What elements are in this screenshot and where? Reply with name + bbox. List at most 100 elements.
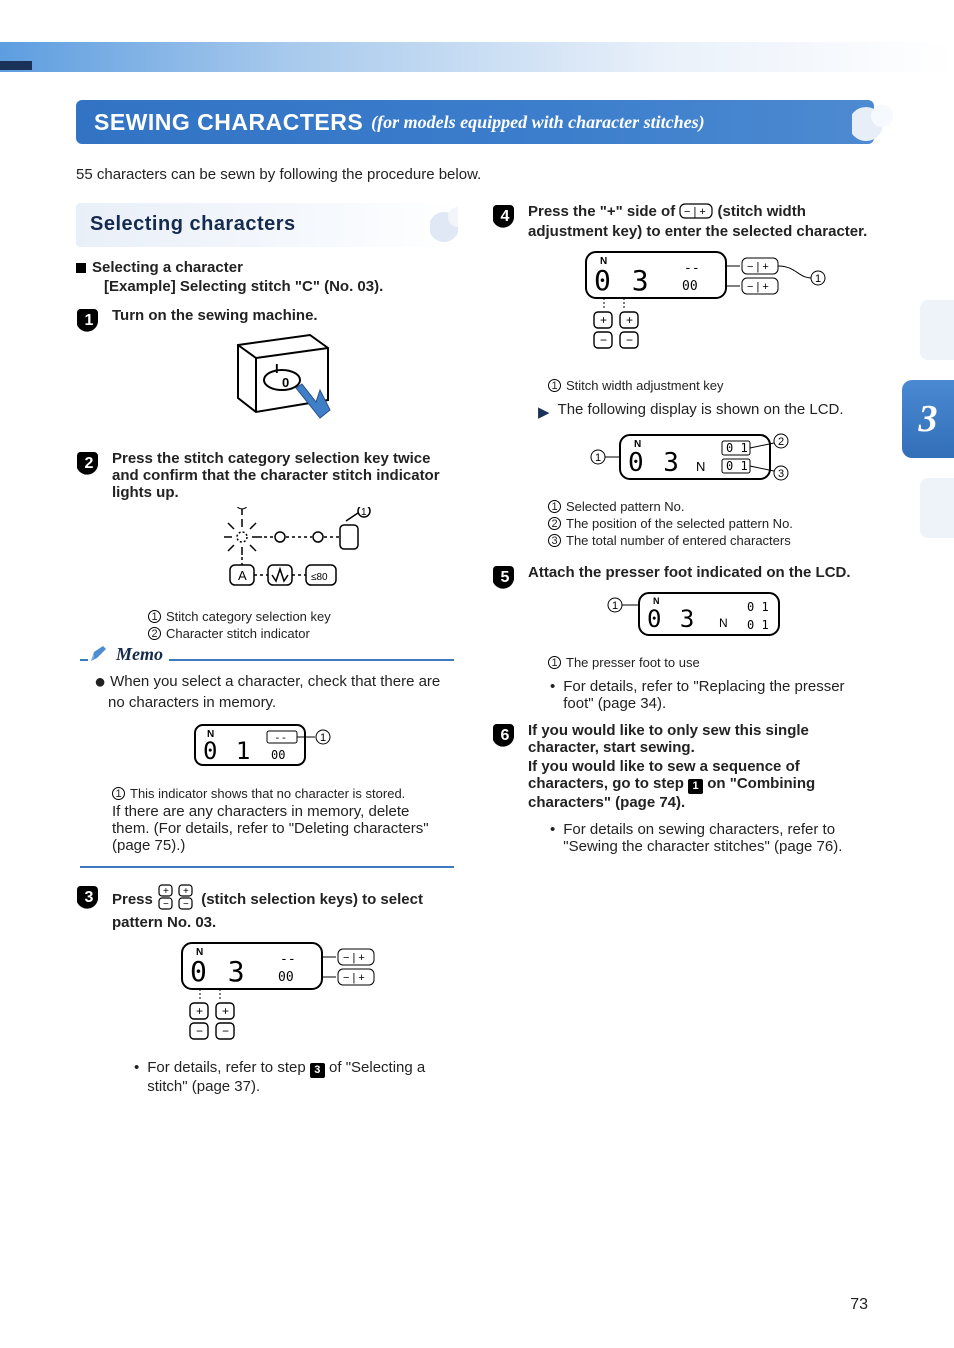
svg-text:1: 1 xyxy=(815,273,821,285)
triangle-icon: ▶ xyxy=(538,403,550,421)
step-4-body: Press the "+" side of − | + (stitch widt… xyxy=(528,203,874,556)
svg-text:Ν: Ν xyxy=(696,459,705,474)
memo-explain: If there are any characters in memory, d… xyxy=(112,803,446,854)
intro-text: 55 characters can be sewn by following t… xyxy=(76,166,874,183)
memo-callout-1: This indicator shows that no character i… xyxy=(130,786,405,801)
step-3-text-a: Press xyxy=(112,891,157,908)
svg-text:00: 00 xyxy=(278,970,294,985)
section-title-sub: (for models equipped with character stit… xyxy=(371,112,704,133)
svg-text:0 1: 0 1 xyxy=(747,600,769,614)
memo-head: Memo xyxy=(88,643,169,665)
step-3-bullet-a: For details, refer to step xyxy=(147,1059,310,1076)
step-2-text: Press the stitch category selection key … xyxy=(112,450,440,501)
subhead-bubbles-icon xyxy=(430,205,458,247)
svg-text:+: + xyxy=(183,886,189,897)
faded-tab-lower xyxy=(920,478,954,538)
stitch-width-key-icon: − | + xyxy=(679,203,713,223)
subheading: Selecting characters xyxy=(76,203,458,247)
svg-text:--: -- xyxy=(280,952,296,967)
step-6-bullet: • For details on sewing characters, refe… xyxy=(550,821,874,855)
section-title-main: SEWING CHARACTERS xyxy=(94,109,363,136)
step-5-text: Attach the presser foot indicated on the… xyxy=(528,564,851,581)
svg-text:+: + xyxy=(222,1004,229,1018)
step-4-number: 4 xyxy=(492,204,518,230)
svg-text:−: − xyxy=(163,899,169,910)
svg-text:0 3: 0 3 xyxy=(647,605,696,633)
step-6-number: 6 xyxy=(492,723,518,749)
step-3-number: 3 xyxy=(76,885,102,911)
page-number: 73 xyxy=(850,1296,868,1314)
memo-box: Memo ●When you select a character, check… xyxy=(80,659,454,868)
svg-text:− | +: − | + xyxy=(343,972,365,984)
subheading-text: Selecting characters xyxy=(90,213,296,236)
svg-text:00: 00 xyxy=(682,279,698,294)
svg-text:1: 1 xyxy=(320,732,326,744)
faded-tab-upper xyxy=(920,300,954,360)
memo-text: When you select a character, check that … xyxy=(108,673,440,711)
selecting-a-character-line: Selecting a character xyxy=(76,259,458,276)
section-title: SEWING CHARACTERS (for models equipped w… xyxy=(76,100,874,144)
memo-sub: 1This indicator shows that no character … xyxy=(112,786,446,854)
step-4-figure-top: N 0 3 -- 00 − | + − | + 1 xyxy=(528,246,874,370)
memo-label: Memo xyxy=(116,644,163,665)
step-4-result-callout-1: Selected pattern No. xyxy=(566,499,685,514)
step-5-bullet: • For details, refer to "Replacing the p… xyxy=(550,678,874,712)
step-2-number: 2 xyxy=(76,451,102,477)
step-1-text: Turn on the sewing machine. xyxy=(112,307,318,324)
svg-text:1: 1 xyxy=(361,507,367,518)
chapter-tab: 3 xyxy=(902,380,954,458)
step-4-text-a: Press the "+" side of xyxy=(528,203,679,220)
step-1-body: Turn on the sewing machine. I 0 xyxy=(112,307,458,442)
svg-text:−: − xyxy=(222,1024,229,1038)
step-3-bullet: • For details, refer to step 3 of "Selec… xyxy=(134,1059,458,1095)
svg-text:1: 1 xyxy=(612,600,618,612)
step-4-result: ▶ The following display is shown on the … xyxy=(538,401,874,421)
svg-text:+: + xyxy=(163,886,169,897)
step-4: 4 Press the "+" side of − | + (stitch wi… xyxy=(492,203,874,556)
step-3-badge: 3 xyxy=(76,885,102,911)
black-square-icon xyxy=(76,263,86,273)
svg-text:+: + xyxy=(600,313,607,327)
memo-figure: N 0 1 -- 00 1 xyxy=(88,717,446,778)
svg-text:+: + xyxy=(196,1004,203,1018)
svg-text:I: I xyxy=(275,361,279,376)
step-4-callout-1: Stitch width adjustment key xyxy=(566,378,724,393)
step-1: 1 Turn on the sewing machine. I 0 xyxy=(76,307,458,442)
step-4-badge: 4 xyxy=(492,204,518,230)
step-1-badge: 1 xyxy=(76,308,102,334)
step-5-bullet-text: For details, refer to "Replacing the pre… xyxy=(563,678,874,712)
step-3-body: Press + − + − (stitch selection keys) to… xyxy=(112,884,458,1095)
step-5-figure: 1 N 0 3 Ν 0 1 0 1 xyxy=(528,587,874,647)
step-6-body: If you would like to only sew this singl… xyxy=(528,722,874,855)
step-5: 5 Attach the presser foot indicated on t… xyxy=(492,564,874,712)
step-3: 3 Press + − + − (s xyxy=(76,884,458,1095)
svg-text:0 1: 0 1 xyxy=(203,737,252,765)
svg-text:Ν: Ν xyxy=(719,616,728,630)
svg-text:− | +: − | + xyxy=(747,281,769,293)
svg-text:≤80: ≤80 xyxy=(311,572,328,583)
step-6-badge: 6 xyxy=(492,723,518,749)
step-2-badge: 2 xyxy=(76,451,102,477)
step-3-figure: N 0 3 -- 00 − | + − | + + xyxy=(112,937,458,1051)
step-4-result-callouts: 1Selected pattern No. 2The position of t… xyxy=(548,499,874,548)
svg-text:--: -- xyxy=(274,731,287,744)
svg-text:0 3: 0 3 xyxy=(594,264,651,297)
svg-text:− | +: − | + xyxy=(343,952,365,964)
step-2-callout-1: Stitch category selection key xyxy=(166,609,331,624)
left-column: Selecting characters Selecting a charact… xyxy=(76,203,458,1103)
step-1-figure: I 0 xyxy=(112,330,458,434)
svg-text:--: -- xyxy=(684,261,700,276)
svg-text:2: 2 xyxy=(239,507,245,510)
example-line: [Example] Selecting stitch "C" (No. 03). xyxy=(104,278,458,295)
step-4-callouts: 1Stitch width adjustment key xyxy=(548,378,874,393)
svg-text:− | +: − | + xyxy=(747,261,769,273)
svg-text:−: − xyxy=(183,899,189,910)
svg-text:0 1: 0 1 xyxy=(726,459,748,473)
step-2: 2 Press the stitch category selection ke… xyxy=(76,450,458,649)
step-4-result-callout-2: The position of the selected pattern No. xyxy=(566,516,793,531)
svg-text:1: 1 xyxy=(595,452,601,464)
step-5-body: Attach the presser foot indicated on the… xyxy=(528,564,874,712)
selecting-a-character-label: Selecting a character xyxy=(92,259,243,276)
step-6-text-a: If you would like to only sew this singl… xyxy=(528,722,874,756)
svg-text:0 3: 0 3 xyxy=(628,448,681,478)
